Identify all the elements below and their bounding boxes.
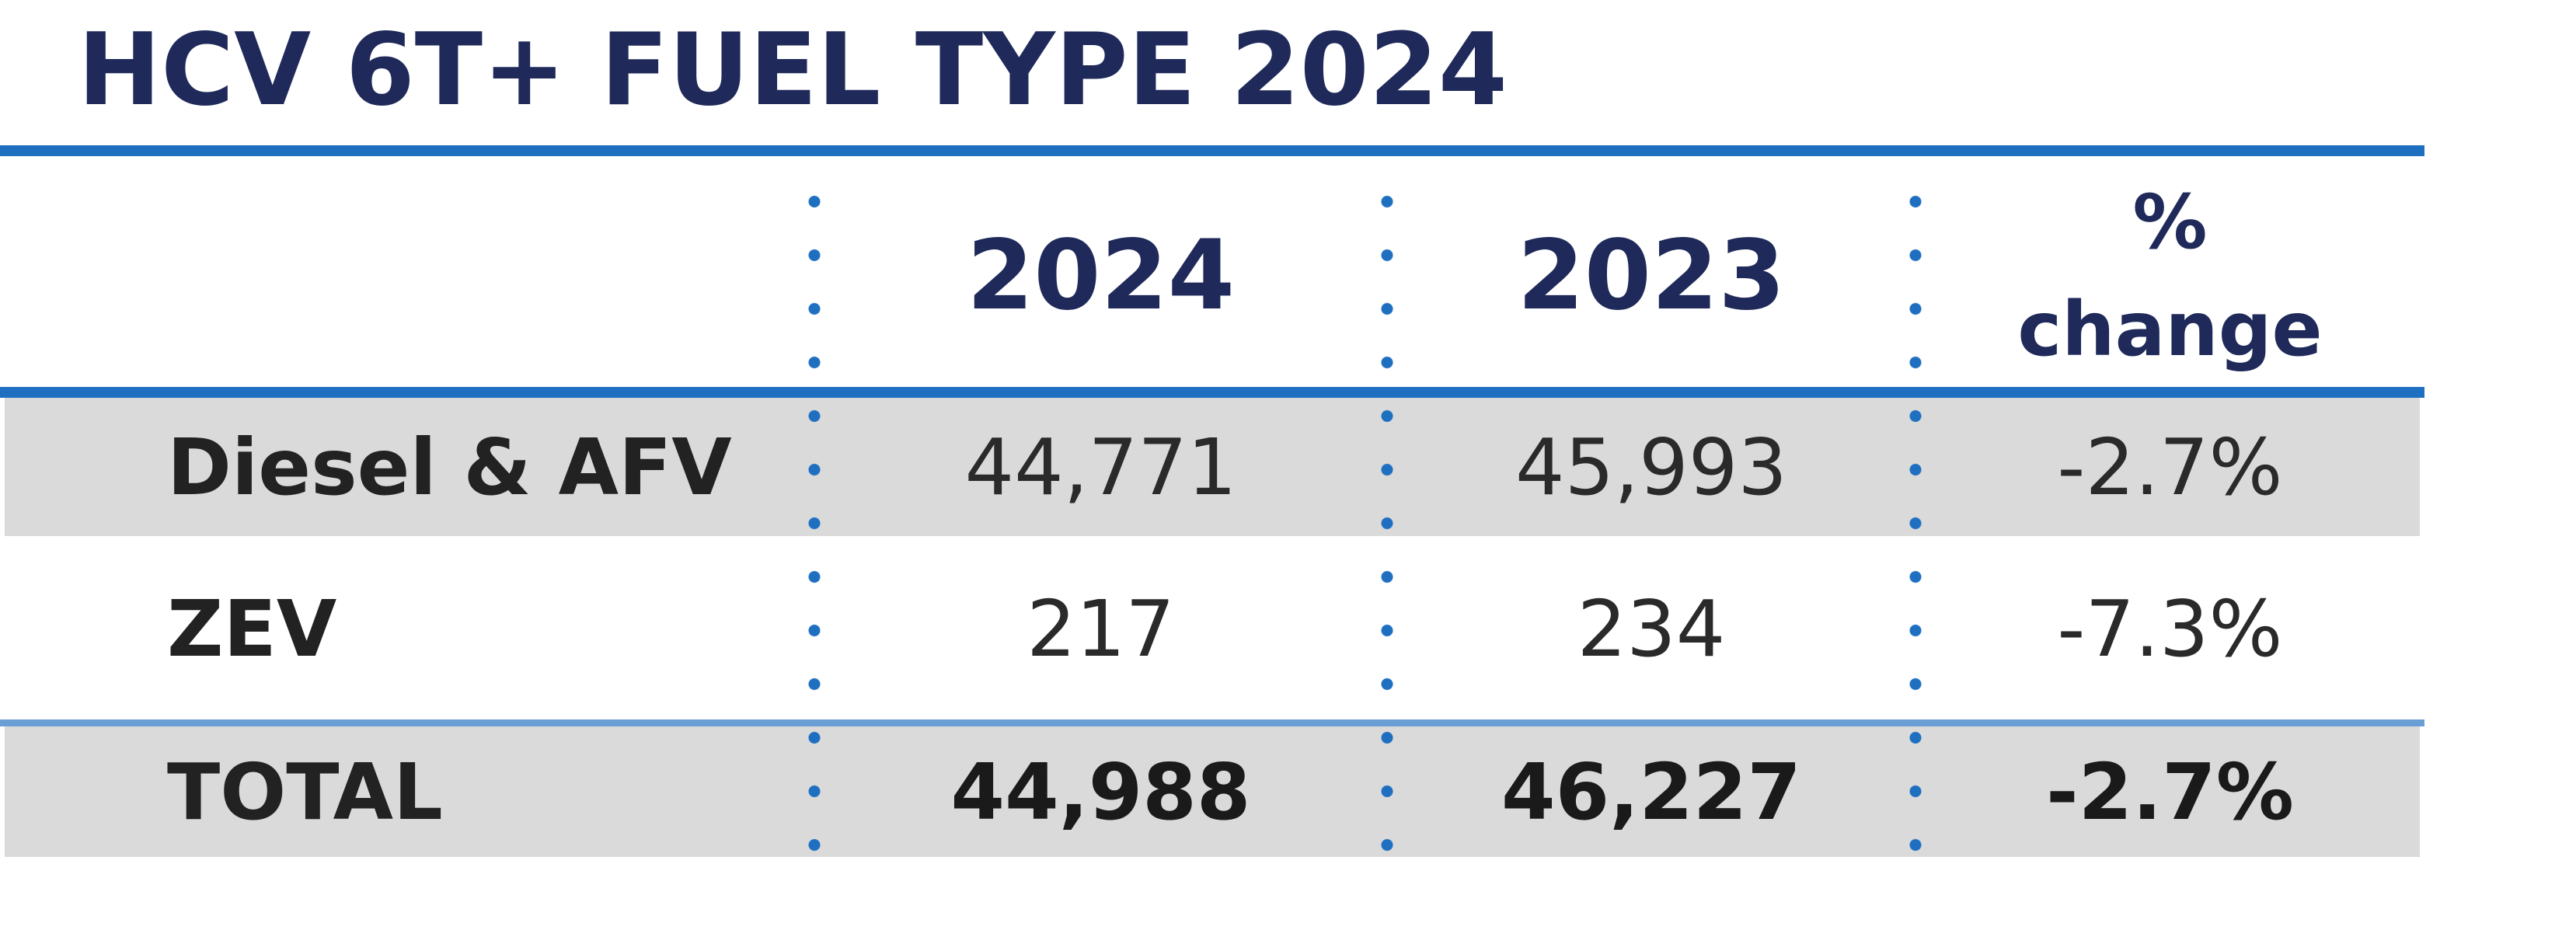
cell-diesel-2023: 45,993 <box>1515 421 1787 513</box>
header-rule <box>0 387 2424 398</box>
cell-zev-2023: 234 <box>1577 583 1726 674</box>
row-shade-diesel <box>5 398 2420 536</box>
top-rule <box>0 145 2424 156</box>
page-title: HCV 6T+ FUEL TYPE 2024 <box>78 12 1508 128</box>
row-shade-total <box>5 726 2420 857</box>
column-header-change-word: change <box>2017 286 2323 373</box>
cell-total-2024: 44,988 <box>950 746 1251 838</box>
cell-total-2023: 46,227 <box>1501 746 1801 838</box>
total-rule <box>0 719 2424 726</box>
row-label-total: TOTAL <box>167 746 443 838</box>
column-header-2023: 2023 <box>1517 220 1786 332</box>
row-label-zev: ZEV <box>167 583 337 674</box>
column-header-change: % change <box>1915 165 2424 387</box>
column-header-2024: 2024 <box>966 220 1236 332</box>
cell-zev-change: -7.3% <box>2057 583 2283 674</box>
column-divider-2 <box>1381 175 1393 874</box>
row-label-diesel-afv: Diesel & AFV <box>167 421 732 513</box>
cell-diesel-2024: 44,771 <box>964 421 1237 513</box>
column-divider-3 <box>1909 175 1922 874</box>
column-divider-1 <box>808 175 821 874</box>
column-header-change-symbol: % <box>2132 179 2208 266</box>
cell-zev-2024: 217 <box>1027 583 1175 674</box>
cell-diesel-change: -2.7% <box>2057 421 2283 513</box>
cell-total-change: -2.7% <box>2046 746 2294 838</box>
